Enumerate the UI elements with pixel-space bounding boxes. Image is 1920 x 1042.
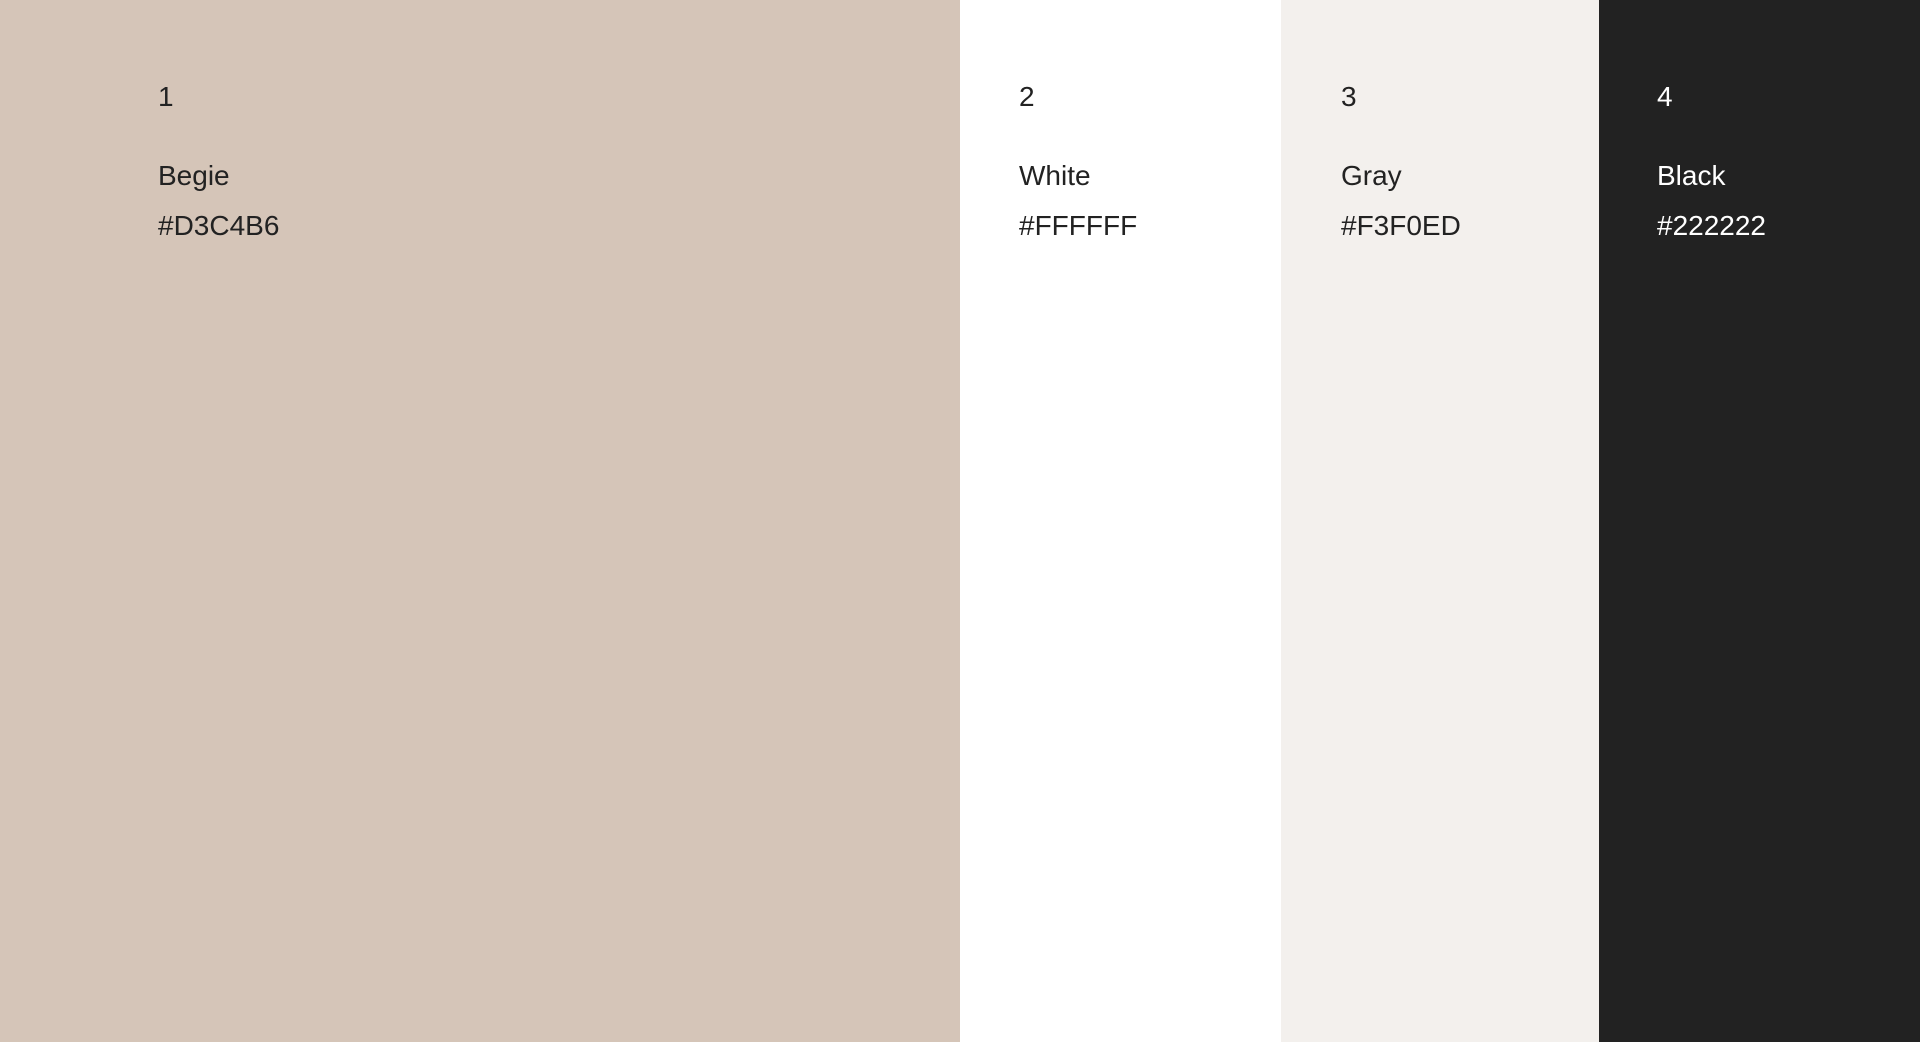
swatch-content: 4 Black #222222 — [1599, 80, 1920, 243]
swatch-hex-code: #D3C4B6 — [158, 210, 280, 241]
swatch-hex-code: #222222 — [1657, 210, 1767, 241]
swatch-content: 2 White #FFFFFF — [960, 80, 1281, 243]
swatch-content: 1 Begie #D3C4B6 — [0, 80, 960, 243]
swatch-name: Begie — [158, 160, 230, 191]
swatch-hex-code: #FFFFFF — [1019, 210, 1138, 241]
swatch-number: 3 — [1341, 81, 1357, 112]
swatch-name: Gray — [1341, 160, 1402, 191]
swatch-name: White — [1019, 160, 1091, 191]
color-swatch-gray: 3 Gray #F3F0ED — [1281, 0, 1599, 1042]
swatch-hex-code: #F3F0ED — [1341, 210, 1461, 241]
color-swatch-begie: 1 Begie #D3C4B6 — [0, 0, 960, 1042]
color-swatch-black: 4 Black #222222 — [1599, 0, 1920, 1042]
swatch-name: Black — [1657, 160, 1726, 191]
swatch-number: 2 — [1019, 81, 1035, 112]
swatch-number: 4 — [1657, 81, 1673, 112]
swatch-content: 3 Gray #F3F0ED — [1281, 80, 1599, 243]
swatch-number: 1 — [158, 81, 174, 112]
color-swatch-white: 2 White #FFFFFF — [960, 0, 1281, 1042]
